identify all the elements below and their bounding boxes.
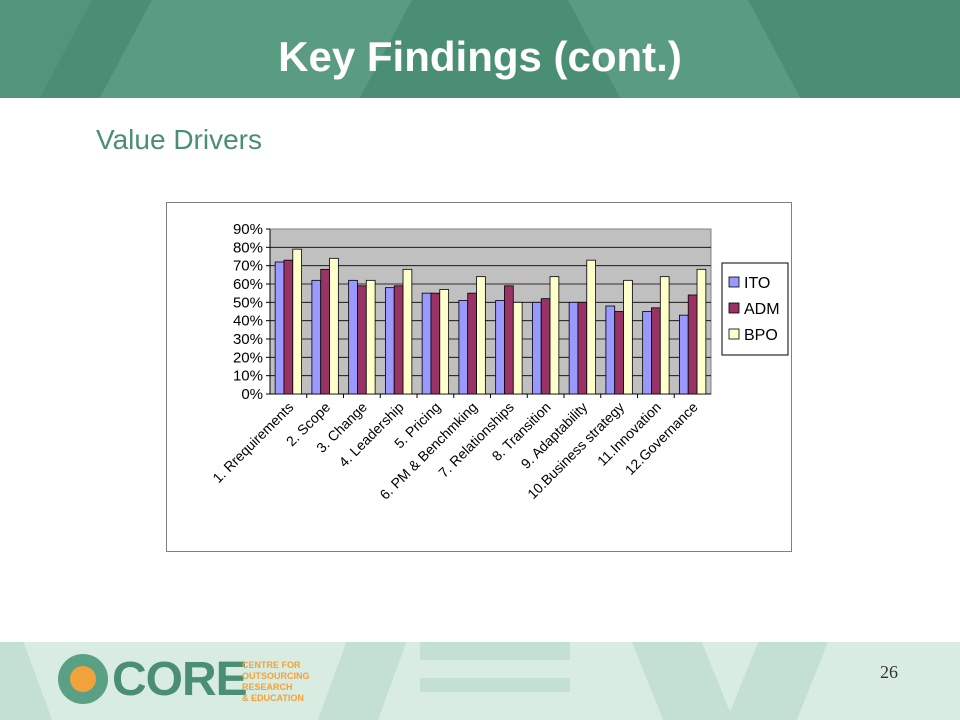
bar-ito [384,287,395,395]
legend-swatch [728,276,740,288]
y-tick-label: 20% [233,349,263,366]
bar-bpo [292,248,303,395]
footer-decor [631,642,739,720]
y-tick-label: 30% [233,331,263,348]
bar-ito [348,279,358,395]
y-tick-label: 10% [233,368,263,385]
bar-ito [642,311,652,395]
bar-bpo [696,268,707,395]
bar-adm [687,294,698,395]
chart-frame: 0% 10% 20% 30% 40% 50% 60% 70% 80% 90% 1. Rrequire… [166,202,792,552]
bar-bpo [402,268,413,395]
plot-area [269,228,712,395]
bar-chart: 0%10% 20%30%40% 50%60%70% 80%90% 1. Rrequire… [209,221,789,503]
slide-subtitle: Value Drivers [96,124,262,155]
bar-ito [458,300,469,395]
bar-bpo [549,276,560,395]
logo-word: CORE [112,653,248,706]
x-tick-label: 1. Rrequirements [209,399,296,486]
bar-ito [495,300,505,395]
footer-decor [420,678,570,692]
y-tick-label: 40% [233,313,263,330]
bar-adm [504,285,514,395]
y-tick-label: 50% [233,294,263,311]
bar-adm [651,307,661,395]
logo-sub-line: CENTRE FOR [242,660,301,670]
legend-swatch [728,328,740,340]
core-logo: CORE CENTRE FOR OUTSOURCING RESEARCH & E… [58,650,328,710]
legend-label: ADM [744,301,780,318]
bar-adm [614,311,624,395]
bar-ito [311,279,322,395]
logo-circle-icon [58,654,108,704]
bar-bpo [365,279,376,395]
bar-adm [357,285,367,395]
slide-header: Key Findings (cont.) [0,0,960,98]
y-tick-label: 90% [233,221,263,238]
logo-subtext: CENTRE FOR OUTSOURCING RESEARCH & EDUCAT… [242,660,332,704]
legend-swatch [728,302,740,314]
bar-bpo [439,289,450,395]
bar-bpo [623,279,633,395]
bar-ito [531,301,542,395]
logo-sub-line: & EDUCATION [242,693,304,703]
bar-adm [540,298,551,395]
footer-decor [0,642,57,720]
y-tick-label: 0% [241,386,263,403]
bar-ito [568,301,579,395]
bar-ito [274,261,285,395]
bar-bpo [329,257,339,395]
bar-bpo [512,301,523,395]
bar-adm [283,259,294,395]
bar-adm [320,268,330,395]
page-number: 26 [880,662,898,682]
bar-adm [467,292,477,395]
bar-ito [605,305,616,395]
bar-ito [678,314,689,395]
bar-bpo [476,276,486,395]
bar-adm [577,301,588,395]
bar-bpo [659,276,670,395]
bar-bpo [586,259,597,395]
y-tick-label: 70% [233,258,263,275]
bar-ito [421,292,432,395]
y-tick-label: 80% [233,239,263,256]
slide-footer [0,642,960,720]
legend-label: BPO [744,327,778,344]
bar-adm [393,285,404,395]
y-tick-label: 60% [233,276,263,293]
slide-title: Key Findings (cont.) [278,33,682,80]
footer-decor [420,642,570,660]
legend-label: ITO [744,275,770,292]
logo-sub-line: RESEARCH [242,682,293,692]
logo-sub-line: OUTSOURCING [242,671,310,681]
bar-adm [430,292,441,395]
footer-decor [721,642,829,720]
